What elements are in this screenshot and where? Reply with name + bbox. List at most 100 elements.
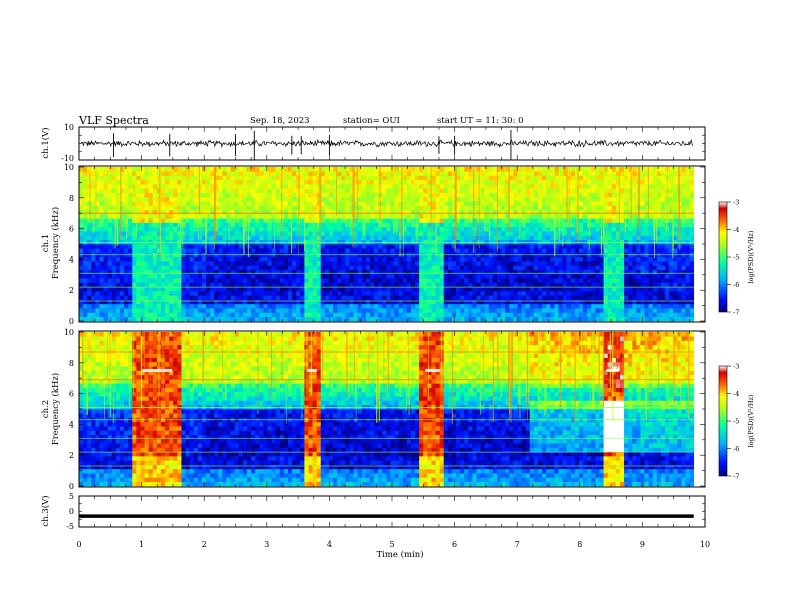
- spectrogram-cell: [435, 295, 440, 300]
- spectrogram-cell: [550, 248, 555, 253]
- spectrogram-cell: [206, 188, 211, 193]
- spectrogram-cell: [115, 167, 121, 172]
- spectrogram-cell: [128, 192, 133, 198]
- spectrogram-cell: [501, 299, 506, 305]
- spectrogram-cell: [214, 196, 219, 202]
- spectrogram-cell: [550, 308, 555, 313]
- spectrogram-cell: [173, 226, 178, 232]
- spectrogram-cell: [628, 273, 633, 279]
- spectrogram-cell: [542, 175, 547, 181]
- spectrogram-cell: [312, 316, 317, 322]
- spectrogram-cell: [550, 316, 555, 322]
- spectrogram-cell: [271, 308, 277, 313]
- spectrogram-cell: [435, 167, 440, 172]
- spectrogram-cell: [558, 278, 563, 283]
- spectrogram-cell: [173, 295, 178, 300]
- spectrogram-cell: [603, 214, 608, 219]
- spectrogram-cell: [615, 214, 621, 219]
- spectrogram-cell: [337, 303, 342, 309]
- spectrogram-cell: [468, 308, 473, 313]
- spectrogram-cell: [480, 184, 486, 189]
- spectrogram-cell: [333, 222, 338, 228]
- spectrogram-cell: [279, 273, 285, 279]
- spectrogram-cell: [308, 308, 313, 313]
- spectrogram-cell: [206, 244, 211, 249]
- spectrogram-cell: [201, 222, 207, 228]
- spectrogram-cell: [595, 248, 600, 253]
- spectrogram-cell: [497, 175, 502, 181]
- spectrogram-cell: [517, 269, 522, 275]
- spectrogram-cell: [472, 291, 477, 296]
- spectrogram-cell: [234, 308, 240, 313]
- spectrogram-cell: [206, 222, 211, 228]
- spectrogram-cell: [132, 188, 137, 193]
- spectrogram-cell: [156, 273, 162, 279]
- spectrogram-cell: [480, 218, 486, 223]
- spectrogram-cell: [165, 239, 170, 245]
- spectrogram-cell: [611, 192, 617, 198]
- spectrogram-cell: [628, 278, 633, 283]
- spectrogram-cell: [619, 316, 625, 322]
- spectrogram-cell: [275, 196, 281, 202]
- spectrogram-cell: [160, 179, 166, 185]
- spectrogram-cell: [189, 235, 195, 241]
- spectrogram-cell: [369, 218, 375, 223]
- spectrogram-cell: [271, 175, 277, 181]
- spectrogram-cell: [234, 175, 240, 181]
- spectrogram-cell: [189, 231, 195, 236]
- spectrogram-cell: [210, 184, 215, 189]
- spectrogram-cell: [624, 214, 629, 219]
- spectrogram-cell: [374, 299, 379, 305]
- spectrogram-cell: [144, 295, 149, 300]
- spectrogram-cell: [505, 205, 510, 211]
- spectrogram-cell: [115, 226, 121, 232]
- spectrogram-cell: [214, 179, 219, 185]
- spectrogram-cell: [382, 261, 387, 266]
- spectrogram-cell: [554, 196, 559, 202]
- spectrogram-cell: [550, 214, 555, 219]
- spectrogram-cell: [107, 175, 113, 181]
- spectrogram-cell: [324, 188, 330, 193]
- spectrogram-cell: [382, 316, 387, 322]
- spectrogram-cell: [628, 188, 633, 193]
- spectrogram-cell: [124, 278, 129, 283]
- spectrogram-cell: [488, 226, 494, 232]
- spectrogram-cell: [242, 273, 248, 279]
- spectrogram-cell: [156, 226, 162, 232]
- spectrogram-cell: [574, 286, 580, 292]
- spectrogram-cell: [443, 192, 449, 198]
- spectrogram-cell: [632, 256, 637, 262]
- spectrogram-cell: [353, 226, 358, 232]
- spectrogram-cell: [566, 303, 572, 309]
- spectrogram-cell: [185, 303, 190, 309]
- spectrogram-cell: [566, 261, 572, 266]
- spectrogram-cell: [288, 218, 293, 223]
- spectrogram-cell: [197, 261, 203, 266]
- spectrogram-cell: [152, 184, 158, 189]
- spectrogram-cell: [324, 291, 330, 296]
- spectrogram-cell: [185, 269, 190, 275]
- spectrogram-cell: [91, 282, 96, 288]
- spectrogram-cell: [521, 273, 527, 279]
- spectrogram-cell: [181, 244, 186, 249]
- spectrogram-cell: [497, 316, 502, 322]
- spectrogram-cell: [115, 239, 121, 245]
- spectrogram-cell: [136, 179, 141, 185]
- spectrogram-cell: [382, 171, 387, 176]
- spectrogram-cell: [435, 192, 440, 198]
- spectrogram-cell: [628, 256, 633, 262]
- spectrogram-cell: [402, 303, 408, 309]
- spectrogram-cell: [464, 214, 469, 219]
- spectrogram-cell: [214, 239, 219, 245]
- spectrogram-cell: [443, 273, 449, 279]
- spectrogram-cell: [197, 167, 203, 172]
- spectrogram-cell: [382, 218, 387, 223]
- spectrogram-cell: [341, 278, 346, 283]
- spectrogram-cell: [148, 209, 154, 215]
- spectrogram-cell: [378, 278, 383, 283]
- spectrogram-cell: [79, 269, 84, 275]
- spectrogram-cell: [283, 256, 289, 262]
- spectrogram-cell: [488, 295, 494, 300]
- spectrogram-cell: [640, 201, 645, 206]
- spectrogram-cell: [165, 303, 170, 309]
